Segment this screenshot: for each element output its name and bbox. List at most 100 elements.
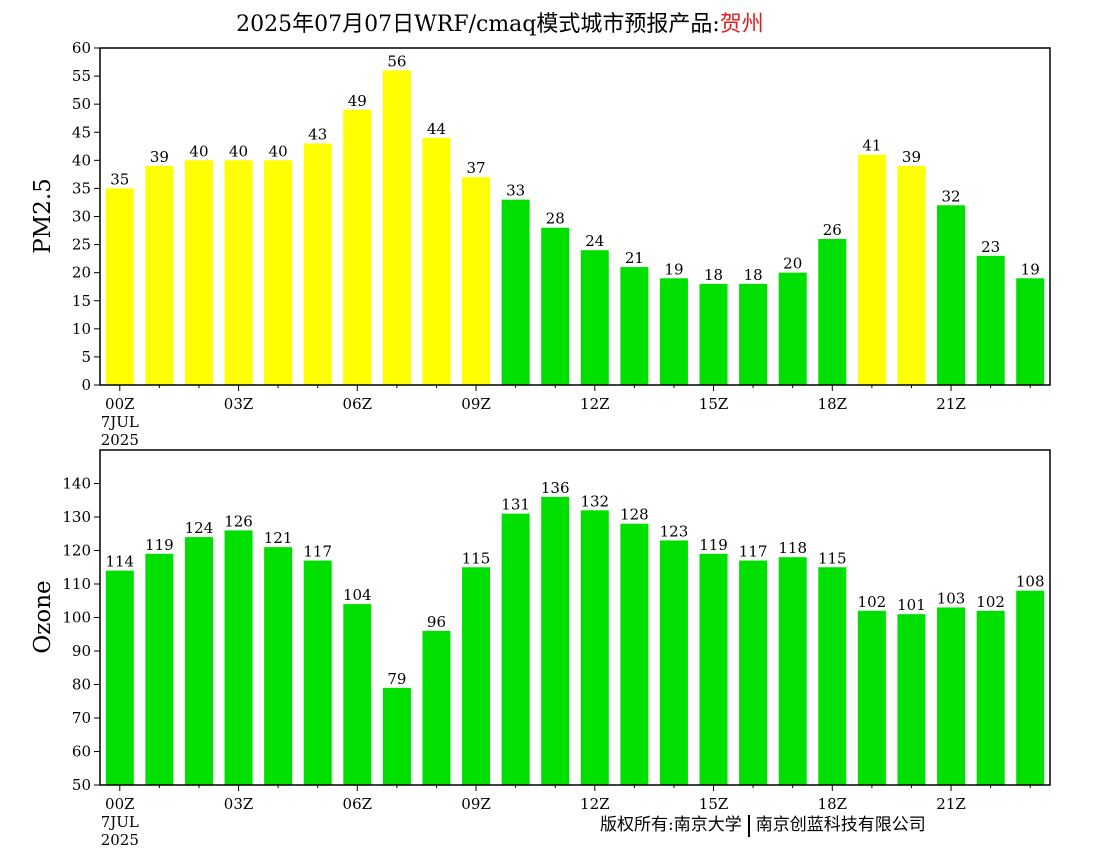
ozone-bar bbox=[659, 540, 688, 785]
ozone-bar bbox=[303, 560, 332, 785]
ozone-ytick-label: 70 bbox=[72, 709, 91, 727]
pm25-bar bbox=[659, 278, 688, 385]
ozone-bar bbox=[580, 510, 609, 785]
pm25-bar bbox=[303, 143, 332, 385]
ozone-bar-value: 124 bbox=[185, 519, 214, 537]
ozone-date-label: 2025 bbox=[101, 831, 139, 849]
ozone-xtick-label: 03Z bbox=[224, 795, 254, 813]
title-city: 贺州 bbox=[719, 12, 764, 37]
ozone-ytick-label: 130 bbox=[62, 508, 91, 526]
ozone-bar-value: 114 bbox=[105, 553, 134, 571]
ozone-xtick-label: 15Z bbox=[699, 795, 729, 813]
ozone-bar-value: 79 bbox=[387, 670, 406, 688]
pm25-xtick-label: 18Z bbox=[818, 395, 848, 413]
ozone-bar-value: 132 bbox=[580, 492, 609, 510]
pm25-ytick-label: 25 bbox=[72, 236, 91, 254]
pm25-bar bbox=[105, 188, 134, 385]
pm25-bar bbox=[1016, 278, 1045, 385]
ozone-bar-value: 103 bbox=[937, 589, 966, 607]
ozone-ytick-label: 60 bbox=[72, 743, 91, 761]
pm25-bar bbox=[422, 137, 451, 385]
ozone-bar bbox=[937, 607, 966, 785]
pm25-xtick-label: 03Z bbox=[224, 395, 254, 413]
ozone-bar bbox=[422, 630, 451, 785]
ozone-bar-value: 117 bbox=[739, 543, 768, 561]
pm25-bar bbox=[818, 238, 847, 385]
ozone-bar-value: 115 bbox=[462, 549, 491, 567]
pm25-bar bbox=[857, 154, 886, 385]
pm25-bar-value: 18 bbox=[704, 266, 723, 284]
pm25-bar bbox=[778, 272, 807, 385]
pm25-ytick-label: 50 bbox=[72, 95, 91, 113]
pm25-ytick-label: 0 bbox=[81, 376, 91, 394]
ozone-bar bbox=[105, 570, 134, 785]
pm25-bar bbox=[739, 283, 768, 385]
pm25-bar-value: 33 bbox=[506, 182, 525, 200]
copyright-separator bbox=[747, 814, 750, 837]
ozone-bar bbox=[501, 513, 530, 785]
pm25-xtick-label: 12Z bbox=[580, 395, 610, 413]
pm25-ylabel: PM2.5 bbox=[30, 178, 56, 254]
pm25-bar-value: 37 bbox=[466, 159, 485, 177]
ozone-xtick-label: 06Z bbox=[343, 795, 373, 813]
pm25-xtick-label: 15Z bbox=[699, 395, 729, 413]
ozone-bar bbox=[145, 553, 174, 785]
pm25-bar-value: 40 bbox=[229, 142, 248, 160]
ozone-ylabel: Ozone bbox=[30, 580, 56, 653]
pm25-ytick-label: 15 bbox=[72, 292, 91, 310]
pm25-bar bbox=[382, 70, 411, 385]
ozone-ytick-label: 120 bbox=[62, 542, 91, 560]
pm25-bar-value: 35 bbox=[110, 170, 129, 188]
pm25-bar bbox=[462, 177, 491, 385]
pm25-ytick-label: 20 bbox=[72, 264, 91, 282]
ozone-ytick-label: 140 bbox=[62, 475, 91, 493]
ozone-bar-value: 131 bbox=[501, 496, 530, 514]
ozone-ytick-label: 110 bbox=[62, 575, 91, 593]
ozone-xtick-label: 00Z bbox=[105, 795, 135, 813]
pm25-date-label: 7JUL bbox=[101, 413, 139, 431]
ozone-bar bbox=[541, 496, 570, 785]
pm25-ytick-label: 10 bbox=[72, 320, 91, 338]
ozone-xtick-label: 12Z bbox=[580, 795, 610, 813]
pm25-bar bbox=[897, 165, 926, 385]
pm25-bar-value: 20 bbox=[783, 255, 802, 273]
chart-title: 2025年07月07日WRF/cmaq模式城市预报产品:贺州 bbox=[0, 6, 1000, 38]
ozone-bar-value: 102 bbox=[858, 593, 887, 611]
pm25-bar-value: 19 bbox=[1021, 260, 1040, 278]
ozone-bar bbox=[976, 610, 1005, 785]
ozone-bar bbox=[462, 567, 491, 785]
pm25-bar-value: 26 bbox=[823, 221, 842, 239]
ozone-bar-value: 128 bbox=[620, 506, 649, 524]
pm25-ytick-label: 30 bbox=[72, 208, 91, 226]
pm25-ytick-label: 55 bbox=[72, 67, 91, 85]
pm25-bar-value: 18 bbox=[744, 266, 763, 284]
pm25-xtick-label: 00Z bbox=[105, 395, 135, 413]
ozone-bar bbox=[818, 567, 847, 785]
pm25-bar-value: 43 bbox=[308, 125, 327, 143]
ozone-ytick-label: 100 bbox=[62, 609, 91, 627]
ozone-bar-value: 126 bbox=[224, 512, 253, 530]
pm25-bar-value: 21 bbox=[625, 249, 644, 267]
pm25-date-label: 2025 bbox=[101, 431, 139, 449]
ozone-bar bbox=[620, 523, 649, 785]
ozone-bar-value: 121 bbox=[264, 529, 293, 547]
pm25-ytick-label: 60 bbox=[72, 39, 91, 57]
ozone-xtick-label: 18Z bbox=[818, 795, 848, 813]
pm25-bar-value: 32 bbox=[941, 187, 960, 205]
pm25-bar bbox=[145, 165, 174, 385]
pm25-bar-value: 44 bbox=[427, 120, 446, 138]
pm25-bar-value: 49 bbox=[348, 92, 367, 110]
pm25-ytick-label: 5 bbox=[81, 348, 91, 366]
pm25-bar bbox=[343, 109, 372, 385]
pm25-xtick-label: 09Z bbox=[461, 395, 491, 413]
pm25-bar bbox=[224, 160, 253, 385]
ozone-bar-value: 119 bbox=[699, 536, 728, 554]
ozone-bar-value: 101 bbox=[897, 596, 926, 614]
pm25-xtick-label: 21Z bbox=[936, 395, 966, 413]
ozone-bar bbox=[778, 557, 807, 785]
ozone-bar-value: 119 bbox=[145, 536, 174, 554]
pm25-bar bbox=[541, 227, 570, 385]
pm25-bar-value: 28 bbox=[546, 210, 565, 228]
pm25-ytick-label: 45 bbox=[72, 123, 91, 141]
